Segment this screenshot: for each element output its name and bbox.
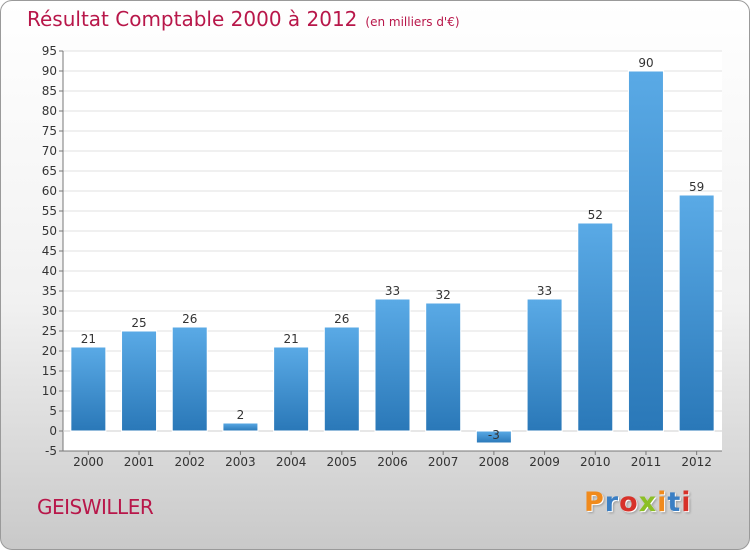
bar-2004 [273, 346, 310, 432]
y-tick-label: 20 [42, 344, 57, 358]
bar-2008 [475, 430, 512, 444]
data-label-2010: 52 [588, 208, 603, 222]
logo-letter: t [667, 487, 682, 518]
data-label-2004: 21 [283, 332, 298, 346]
bar-2010 [577, 222, 614, 432]
y-tick-label: 55 [42, 204, 57, 218]
y-tick-label: 75 [42, 124, 57, 138]
y-tick-label: 35 [42, 284, 57, 298]
x-tick-label-2012: 2012 [681, 455, 712, 469]
y-tick-label: 95 [42, 44, 57, 58]
data-label-2009: 33 [537, 284, 552, 298]
bar-2007 [425, 302, 462, 432]
data-label-2001: 25 [131, 316, 146, 330]
y-tick-label: 0 [49, 424, 57, 438]
data-label-2007: 32 [436, 288, 451, 302]
logo-letter: i [681, 487, 692, 518]
x-tick-label-2001: 2001 [124, 455, 155, 469]
data-label-2000: 21 [81, 332, 96, 346]
x-tick-label-2000: 2000 [73, 455, 104, 469]
data-label-2003: 2 [237, 408, 245, 422]
y-tick-label: 30 [42, 304, 57, 318]
y-tick-label: 10 [42, 384, 57, 398]
logo-letter: x [638, 487, 658, 518]
y-tick-label: 90 [42, 64, 57, 78]
data-label-2002: 26 [182, 312, 197, 326]
x-tick-label-2009: 2009 [529, 455, 560, 469]
y-tick-label: 60 [42, 184, 57, 198]
chart-subtitle: (en milliers d'€) [365, 15, 460, 29]
data-label-2005: 26 [334, 312, 349, 326]
x-tick-label-2008: 2008 [479, 455, 510, 469]
y-tick-label: -5 [45, 444, 57, 458]
y-tick-label: 50 [42, 224, 57, 238]
logo-letter: P [584, 487, 605, 518]
data-label-2012: 59 [689, 180, 704, 194]
proxiti-logo: Proxiti [584, 487, 692, 518]
y-tick-label: 40 [42, 264, 57, 278]
x-tick-label-2006: 2006 [377, 455, 408, 469]
bar-2006 [374, 298, 411, 432]
x-tick-label-2010: 2010 [580, 455, 611, 469]
y-tick-label: 25 [42, 324, 57, 338]
y-tick-label: 80 [42, 104, 57, 118]
y-tick-label: 65 [42, 164, 57, 178]
y-tick-label: 15 [42, 364, 57, 378]
logo-letter: o [619, 487, 639, 518]
x-tick-label-2003: 2003 [225, 455, 256, 469]
title-text: Résultat Comptable 2000 à 2012 [27, 7, 358, 31]
y-tick-label: 45 [42, 244, 57, 258]
x-tick-label-2004: 2004 [276, 455, 307, 469]
data-label-2006: 33 [385, 284, 400, 298]
y-tick-label: 85 [42, 84, 57, 98]
bar-2011 [627, 70, 664, 432]
logo-letter: i [657, 487, 668, 518]
y-tick-label: 70 [42, 144, 57, 158]
x-tick-label-2002: 2002 [174, 455, 205, 469]
data-label-2008: -3 [488, 428, 500, 442]
chart-title: Résultat Comptable 2000 à 2012 (en millie… [27, 7, 460, 31]
x-tick-label-2011: 2011 [631, 455, 662, 469]
x-tick-label-2005: 2005 [327, 455, 358, 469]
bar-2000 [70, 346, 107, 432]
bar-2003 [222, 422, 259, 432]
bar-2002 [171, 326, 208, 432]
y-tick-label: 5 [49, 404, 57, 418]
logo-letter: r [604, 487, 620, 518]
bar-2009 [526, 298, 563, 432]
bar-2005 [323, 326, 360, 432]
x-tick-label-2007: 2007 [428, 455, 459, 469]
bar-2001 [121, 330, 158, 432]
bar-2012 [678, 194, 715, 432]
place-name: GEISWILLER [37, 495, 154, 519]
data-label-2011: 90 [638, 56, 653, 70]
